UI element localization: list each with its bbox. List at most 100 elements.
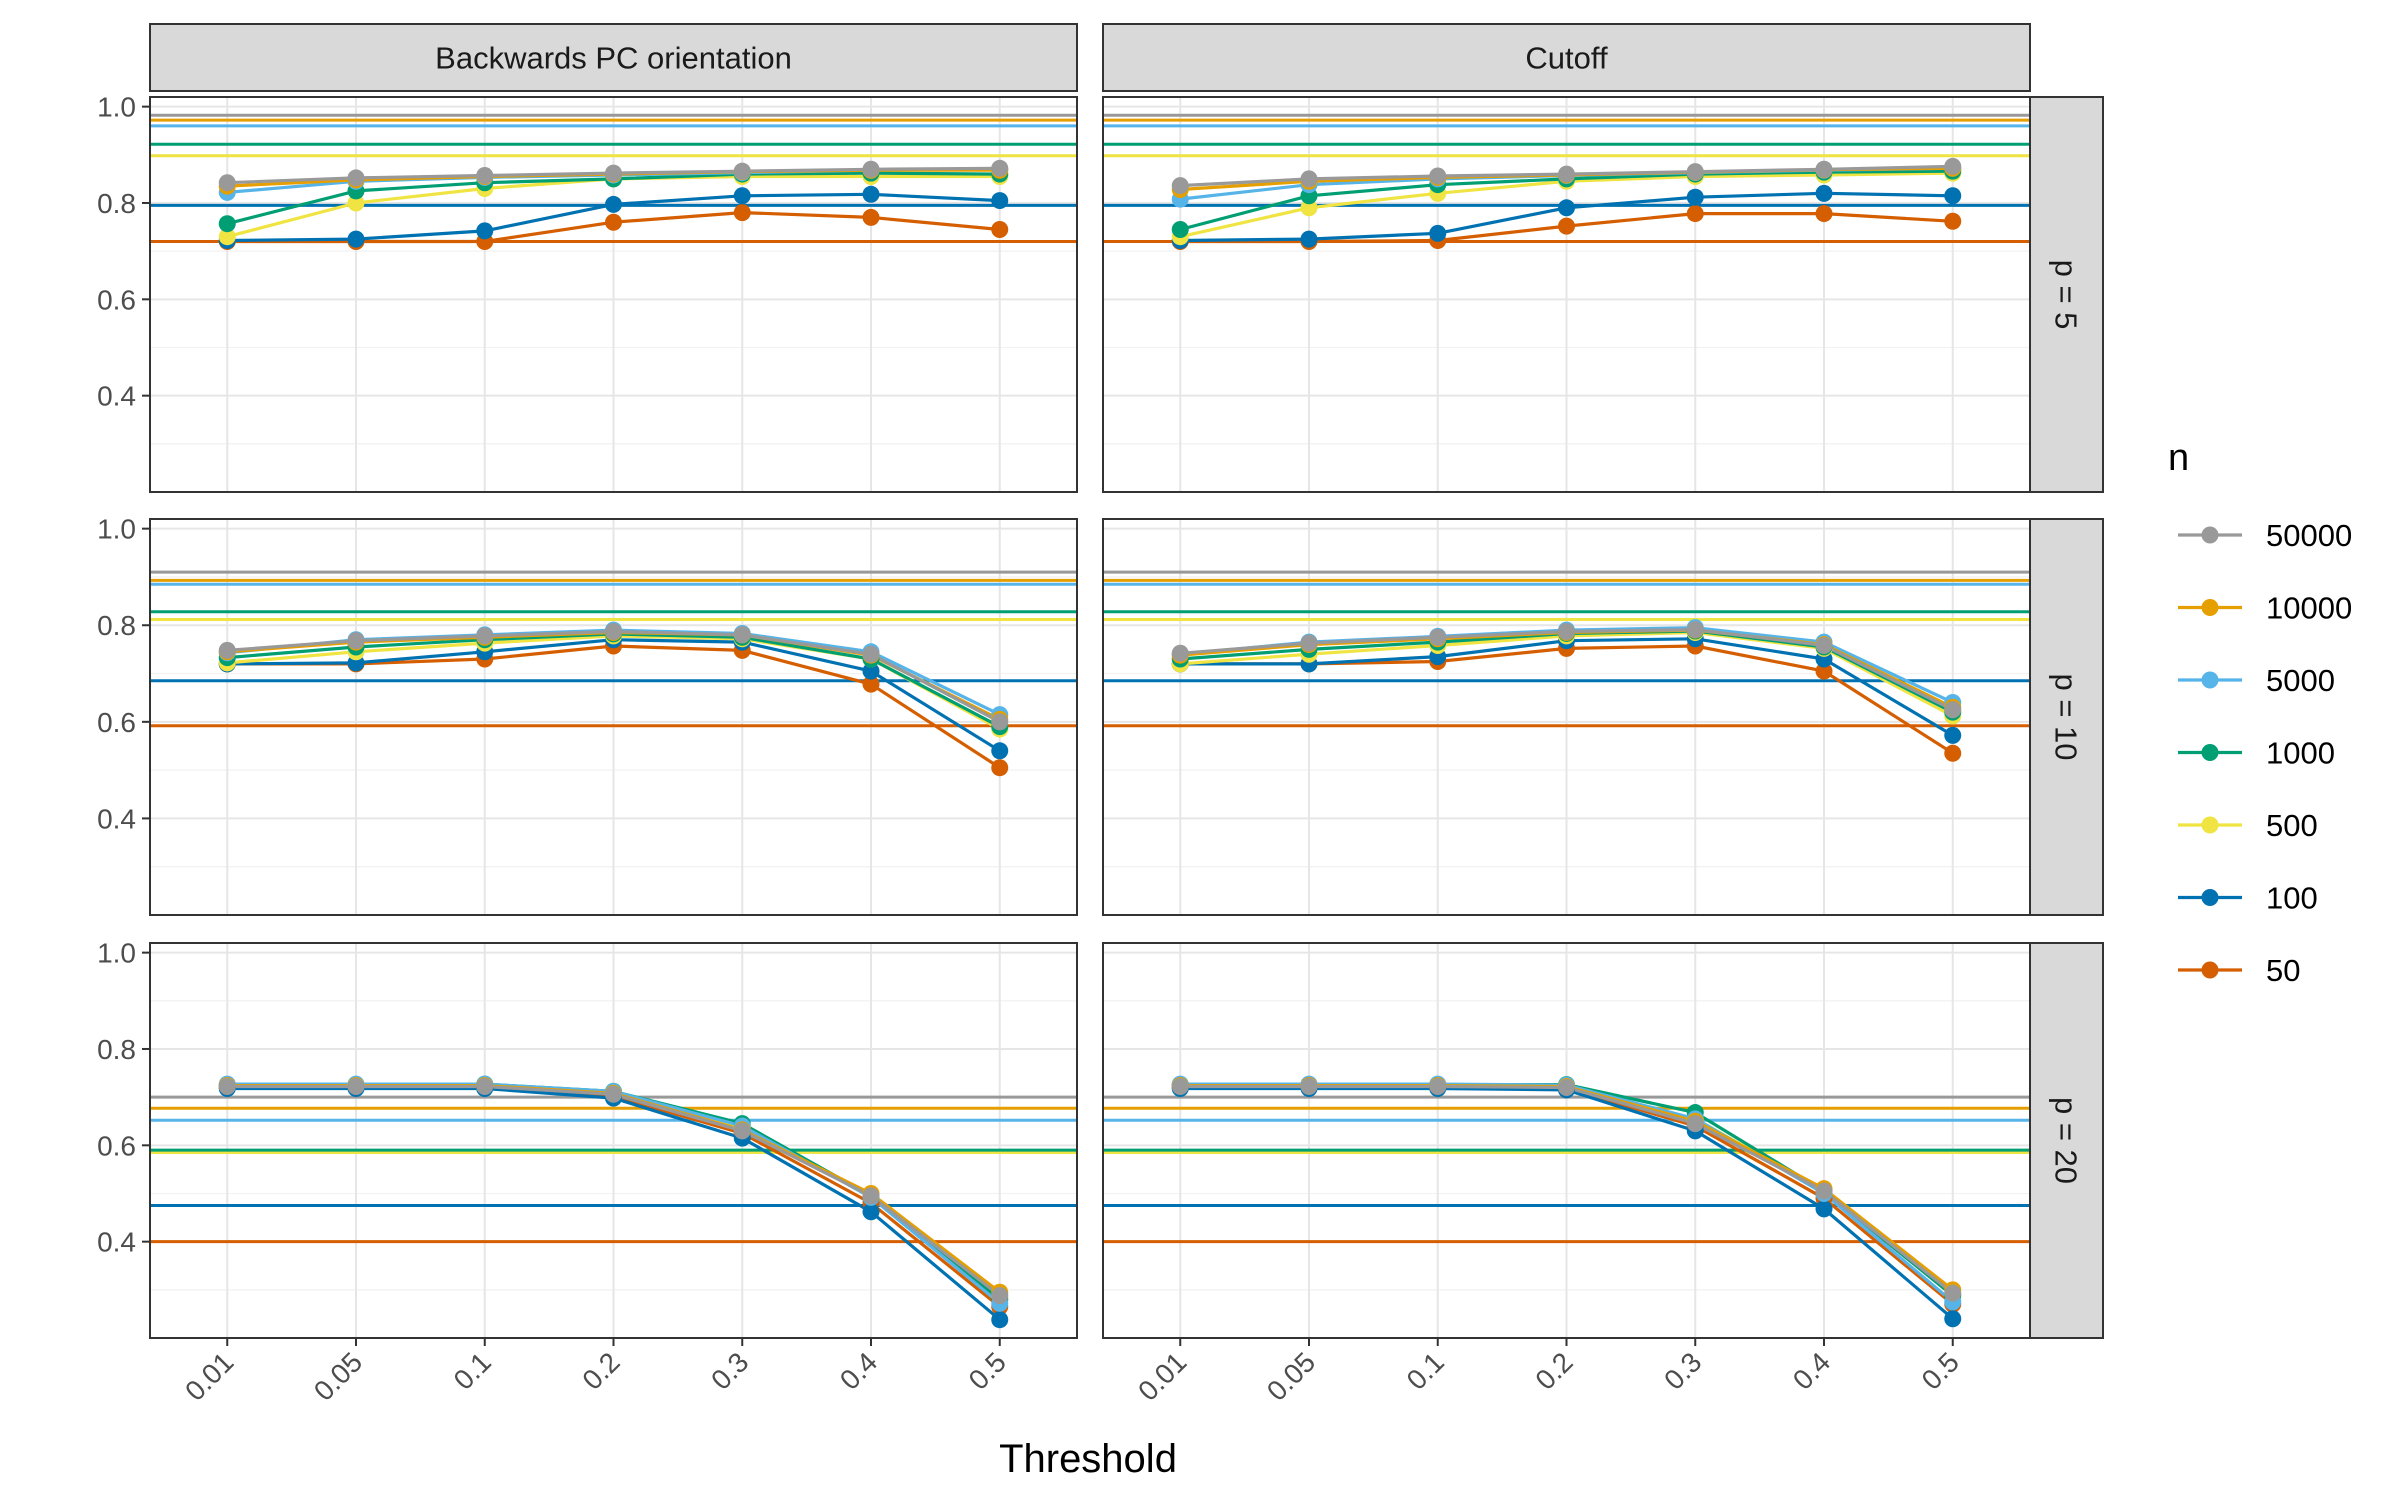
- data-point-n-100: [1944, 187, 1962, 205]
- facet-label-row: p = 20: [2049, 1097, 2084, 1184]
- data-point-n-50: [862, 675, 880, 693]
- panel: [149, 96, 1078, 493]
- strips-layer: Backwards PC orientation Cutoff p = 5 p = 1…: [149, 23, 2104, 1339]
- y-tick-label: 0.8: [97, 188, 136, 219]
- data-point-n-50: [1944, 744, 1962, 762]
- y-tick-label: 0.6: [97, 707, 136, 738]
- data-point-n-50000: [991, 1287, 1009, 1305]
- data-point-n-50000: [1686, 621, 1704, 639]
- data-point-n-50: [1686, 205, 1704, 223]
- legend-key-point: [2201, 816, 2219, 834]
- facet-strip-right: [2029, 96, 2104, 493]
- data-point-n-50000: [218, 1078, 236, 1096]
- legend: n 50000 10000 5000 1000 500 100 50: [2168, 437, 2352, 988]
- data-point-n-100: [991, 192, 1009, 210]
- legend-label: 50000: [2266, 518, 2352, 553]
- data-point-n-50000: [476, 167, 494, 185]
- data-point-n-100: [1558, 199, 1575, 217]
- facet-label-row: p = 5: [2049, 260, 2084, 330]
- legend-label: 500: [2266, 808, 2318, 843]
- facet-strip-top: [1102, 23, 2031, 92]
- panel-border: [149, 96, 1078, 493]
- data-point-n-50000: [1944, 701, 1962, 719]
- panel-content: [150, 943, 1077, 1338]
- data-point-n-50000: [605, 164, 622, 182]
- data-point-n-50000: [347, 169, 365, 187]
- facet-label-column: Backwards PC orientation: [435, 41, 792, 76]
- data-point-n-50: [991, 759, 1009, 777]
- legend-label: 5000: [2266, 663, 2335, 698]
- data-point-n-50000: [1815, 160, 1833, 178]
- data-point-n-50000: [1944, 157, 1962, 175]
- data-point-n-50: [733, 204, 751, 222]
- data-point-n-50000: [1300, 170, 1318, 188]
- panel-content: [150, 519, 1077, 915]
- data-point-n-100: [1429, 224, 1447, 242]
- data-point-n-50000: [605, 623, 622, 641]
- facet-strip-right: [2029, 518, 2104, 916]
- data-point-n-50000: [862, 1187, 880, 1205]
- data-point-n-100: [1944, 1310, 1962, 1328]
- y-tick-label: 1.0: [97, 514, 136, 545]
- data-point-n-50000: [1686, 163, 1704, 181]
- legend-label: 100: [2266, 881, 2318, 916]
- data-point-n-50000: [347, 632, 365, 650]
- data-point-n-50000: [733, 162, 751, 180]
- data-point-n-100: [991, 1311, 1009, 1329]
- legend-key-point: [2201, 599, 2219, 616]
- data-point-n-50: [862, 208, 880, 226]
- data-point-n-50000: [733, 626, 751, 644]
- data-point-n-100: [347, 230, 365, 248]
- data-point-n-50000: [347, 1078, 365, 1096]
- data-point-n-50000: [218, 174, 236, 192]
- y-tick-label: 0.6: [97, 1130, 136, 1161]
- data-point-n-50000: [1558, 165, 1575, 183]
- data-point-n-100: [1300, 230, 1318, 248]
- x-axis-title: Threshold: [999, 1437, 1177, 1481]
- panel: [1102, 942, 2031, 1339]
- panel: [149, 518, 1078, 916]
- data-point-n-50: [1944, 212, 1962, 230]
- panel-content: [1103, 97, 2030, 492]
- data-point-n-50000: [476, 627, 494, 645]
- y-tick-label: 0.8: [97, 1034, 136, 1065]
- data-point-n-50000: [1558, 623, 1575, 641]
- legend-key-point: [2201, 744, 2219, 761]
- panel-content: [1103, 519, 2030, 915]
- data-point-n-50000: [1171, 1078, 1189, 1096]
- legend-key-point: [2201, 961, 2219, 979]
- panel-border: [149, 518, 1078, 916]
- data-point-n-500: [1300, 199, 1318, 217]
- facet-strip-top: [149, 23, 1078, 92]
- data-point-n-50000: [862, 645, 880, 663]
- data-point-n-100: [1686, 188, 1704, 206]
- y-tick-label: 0.6: [97, 284, 136, 315]
- y-tick-label: 1.0: [97, 938, 136, 969]
- data-point-n-50000: [733, 1122, 751, 1140]
- data-point-n-100: [862, 662, 880, 680]
- panel-content: [1103, 943, 2030, 1338]
- data-point-n-100: [476, 222, 494, 240]
- data-point-n-500: [218, 228, 236, 246]
- panel: [1102, 518, 2031, 916]
- data-point-n-50000: [1300, 634, 1318, 652]
- facet-label-row: p = 10: [2049, 673, 2084, 760]
- data-point-n-100: [991, 742, 1009, 760]
- panel: [149, 942, 1078, 1339]
- y-tick-label: 0.4: [97, 381, 136, 412]
- facet-label-column: Cutoff: [1525, 41, 1608, 76]
- data-point-n-50000: [1815, 637, 1833, 655]
- data-point-n-50: [605, 213, 622, 231]
- data-point-n-1000: [218, 215, 236, 233]
- data-point-n-500: [347, 194, 365, 212]
- data-point-n-50000: [1944, 1284, 1962, 1302]
- data-point-n-50000: [1171, 177, 1189, 195]
- data-point-n-50000: [605, 1085, 622, 1103]
- data-point-n-50000: [1429, 1078, 1447, 1096]
- data-point-n-50: [1558, 217, 1575, 235]
- data-point-n-50000: [476, 1078, 494, 1096]
- legend-title: n: [2168, 437, 2189, 479]
- data-point-n-100: [1815, 1200, 1833, 1218]
- data-point-n-50: [991, 220, 1009, 238]
